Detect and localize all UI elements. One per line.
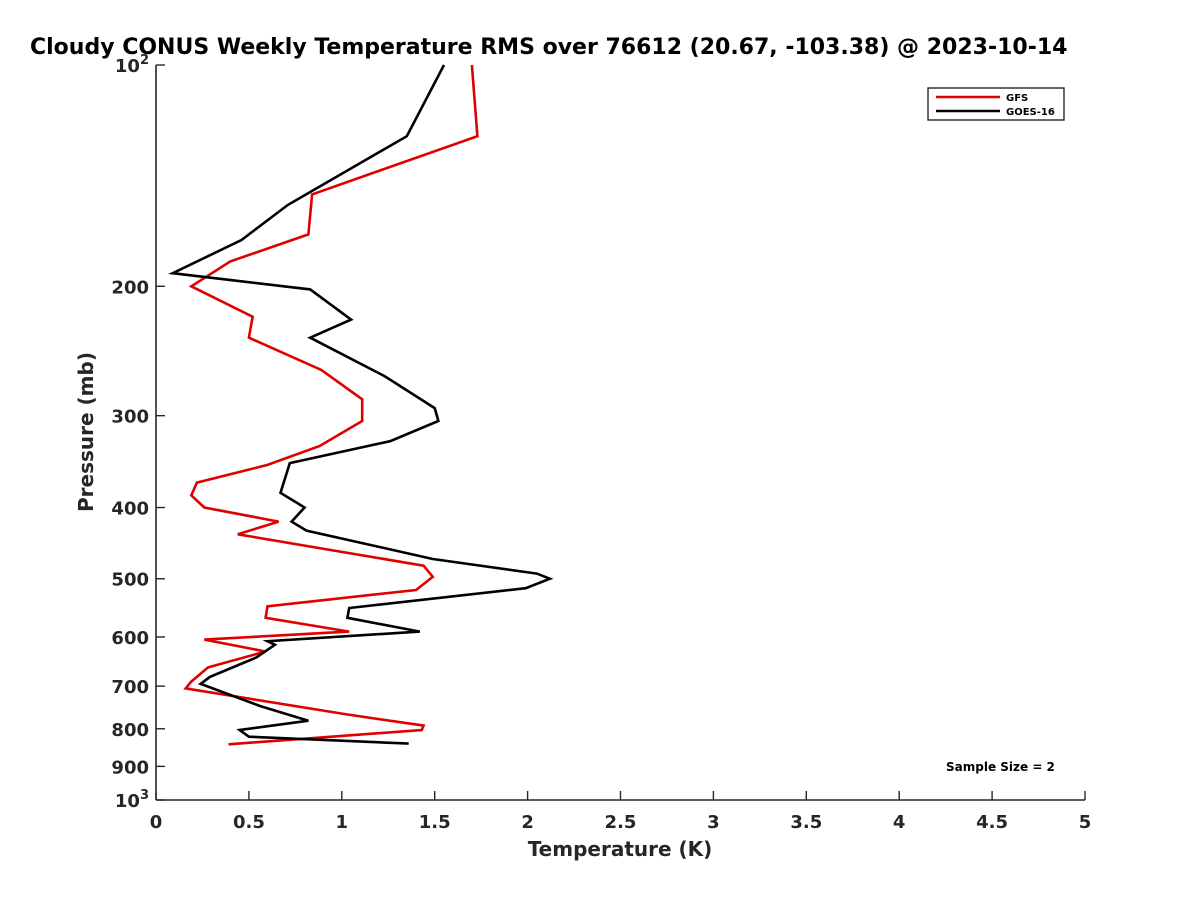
y-tick-label: 700 <box>111 677 149 698</box>
y-tick-label: 900 <box>111 757 149 778</box>
x-tick-label: 1.5 <box>419 812 451 833</box>
legend-label-gfs: GFS <box>1006 93 1028 104</box>
legend-box <box>927 87 1065 121</box>
chart-title: Cloudy CONUS Weekly Temperature RMS over… <box>30 35 1067 60</box>
y-tick-label: 200 <box>111 277 149 298</box>
sample-size-note: Sample Size = 2 <box>946 760 1055 774</box>
series-line-goes-16 <box>168 64 554 745</box>
y-tick-label: 600 <box>111 628 149 649</box>
x-tick-label: 3 <box>707 812 720 833</box>
legend-label-goes-16: GOES-16 <box>1006 107 1055 118</box>
y-ticks: 102 200 300 400 500 600 700 800 900 103 <box>111 53 165 812</box>
series-line-gfs <box>183 64 479 746</box>
x-tick-label: 3.5 <box>790 812 822 833</box>
x-tick-label: 0 <box>150 812 163 833</box>
legend: GFS GOES-16 <box>927 87 1065 121</box>
x-tick-label: 4 <box>893 812 906 833</box>
x-tick-label: 2.5 <box>605 812 637 833</box>
x-axis-label: Temperature (K) <box>528 837 713 861</box>
x-tick-label: 0.5 <box>233 812 265 833</box>
y-tick-label: 300 <box>111 407 149 428</box>
y-tick-label: 500 <box>111 570 149 591</box>
y-tick-label: 800 <box>111 720 149 741</box>
y-tick-label: 400 <box>111 499 149 520</box>
x-tick-label: 4.5 <box>976 812 1008 833</box>
x-tick-label: 1 <box>336 812 349 833</box>
y-tick-label: 102 <box>115 53 149 77</box>
x-ticks: 0 0.5 1 1.5 2 2.5 3 3.5 4 4.5 5 <box>150 791 1092 833</box>
plot-lines <box>168 64 554 746</box>
x-tick-label: 2 <box>521 812 534 833</box>
x-tick-label: 5 <box>1079 812 1092 833</box>
y-tick-label: 103 <box>115 788 149 812</box>
y-axis-label: Pressure (mb) <box>74 352 98 512</box>
